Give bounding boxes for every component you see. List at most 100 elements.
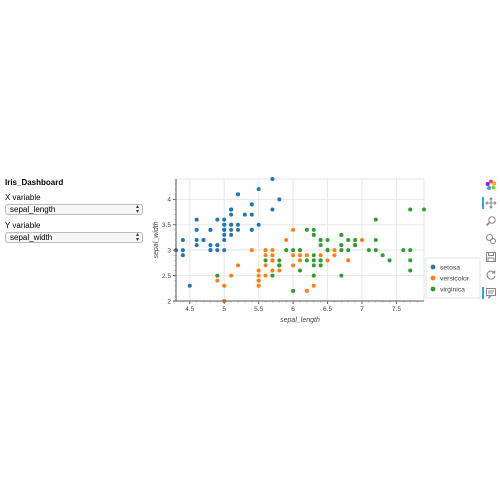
data-point-virginica [263, 258, 268, 263]
dashboard-title: Iris_Dashboard [5, 178, 64, 187]
data-point-virginica [325, 248, 330, 253]
data-point-virginica [291, 288, 296, 293]
data-point-setosa [242, 212, 247, 217]
data-point-setosa [249, 212, 254, 217]
data-point-versicolor [263, 248, 268, 253]
x-tick-label: 7 [360, 306, 364, 313]
y-axis-label: sepal_width [153, 221, 160, 258]
save-icon[interactable] [484, 250, 498, 264]
plot-points [174, 177, 426, 303]
y-tick-label: 2 [167, 298, 171, 305]
data-point-virginica [346, 248, 351, 253]
data-point-setosa [194, 243, 199, 248]
data-point-virginica [366, 248, 371, 253]
data-point-virginica [311, 227, 316, 232]
data-point-virginica [380, 253, 385, 258]
data-point-setosa [229, 212, 234, 217]
legend-label-setosa[interactable]: setosa [440, 264, 460, 271]
data-point-virginica [318, 243, 323, 248]
wheel-zoom-icon[interactable] [484, 232, 498, 246]
legend-swatch-virginica [430, 286, 436, 292]
data-point-virginica [339, 243, 344, 248]
data-point-virginica [318, 258, 323, 263]
data-point-versicolor [277, 268, 282, 273]
data-point-virginica [277, 258, 282, 263]
data-point-setosa [229, 227, 234, 232]
data-point-virginica [318, 263, 323, 268]
data-point-setosa [187, 283, 192, 288]
x-tick-label: 7.5 [392, 306, 401, 313]
data-point-virginica [304, 258, 309, 263]
box-zoom-icon[interactable] [484, 214, 498, 228]
data-point-versicolor [270, 248, 275, 253]
data-point-versicolor [229, 273, 234, 278]
data-point-versicolor [236, 263, 240, 268]
data-point-setosa [229, 222, 234, 227]
data-point-versicolor [256, 278, 261, 283]
data-point-versicolor [256, 273, 261, 278]
x-variable-select[interactable]: sepal_length ▴ ▾ [5, 204, 143, 215]
data-point-virginica [408, 258, 413, 263]
data-point-virginica [353, 243, 358, 248]
data-point-versicolor [284, 238, 289, 242]
controls-panel: Iris_Dashboard X variable sepal_length ▴… [5, 178, 145, 249]
data-point-virginica [298, 248, 302, 253]
scatter-plot-canvas[interactable]: 4.5 5 5.5 6 6.5 7 7.5 2 2.5 3 3.5 4 sepal_length se… [148, 176, 482, 326]
data-point-setosa [222, 238, 227, 242]
data-point-setosa [215, 248, 220, 253]
data-point-versicolor [291, 227, 296, 232]
data-point-setosa [270, 207, 275, 212]
legend-label-versicolor[interactable]: versicolor [440, 275, 470, 282]
data-point-setosa [236, 227, 240, 232]
y-tick-label: 3 [167, 247, 171, 254]
y-variable-select[interactable]: sepal_width ▴ ▾ [5, 232, 143, 243]
data-point-versicolor [311, 283, 316, 288]
data-point-virginica [304, 227, 309, 232]
data-point-virginica [346, 238, 351, 242]
data-point-setosa [229, 207, 234, 212]
data-point-virginica [270, 273, 275, 278]
data-point-virginica [298, 268, 302, 273]
data-point-setosa [270, 177, 275, 181]
data-point-setosa [249, 227, 254, 232]
data-point-setosa [256, 222, 261, 227]
y-tick-label: 2.5 [162, 273, 171, 280]
data-point-versicolor [332, 253, 337, 258]
legend-label-virginica[interactable]: virginica [440, 286, 465, 293]
pan-icon[interactable] [482, 196, 498, 210]
data-point-versicolor [360, 238, 364, 242]
hover-icon[interactable] [482, 286, 498, 300]
reset-icon[interactable] [484, 268, 498, 282]
data-point-virginica [311, 232, 316, 237]
data-point-virginica [408, 268, 413, 273]
y-tick-label: 3.5 [162, 222, 171, 229]
data-point-versicolor [270, 253, 275, 258]
data-point-virginica [311, 258, 316, 263]
data-point-versicolor [291, 263, 296, 268]
data-point-virginica [339, 248, 344, 253]
scatter-plot[interactable]: 4.5 5 5.5 6 6.5 7 7.5 2 2.5 3 3.5 4 sepal_length se… [148, 176, 482, 331]
data-point-virginica [353, 238, 358, 242]
x-variable-value: sepal_length [10, 205, 56, 214]
data-point-versicolor [346, 258, 351, 263]
y-tick-label: 4 [167, 197, 171, 204]
data-point-setosa [236, 192, 240, 197]
data-point-versicolor [291, 253, 296, 258]
data-point-setosa [222, 222, 227, 227]
select-arrows-icon: ▴ ▾ [135, 204, 139, 215]
x-variable-label: X variable [5, 193, 41, 202]
data-point-setosa [277, 197, 282, 202]
bokeh-logo-icon[interactable] [484, 178, 498, 192]
data-point-versicolor [325, 258, 330, 263]
data-point-versicolor [270, 258, 275, 263]
data-point-setosa [194, 217, 199, 222]
legend[interactable]: setosa versicolor virginica [425, 257, 481, 299]
data-point-virginica [291, 248, 296, 253]
data-point-virginica [422, 207, 426, 212]
x-tick-label: 5.5 [254, 306, 263, 313]
data-point-versicolor [222, 283, 227, 288]
data-point-setosa [194, 227, 199, 232]
data-point-setosa [208, 248, 213, 253]
data-point-virginica [311, 273, 316, 278]
data-point-virginica [408, 248, 413, 253]
